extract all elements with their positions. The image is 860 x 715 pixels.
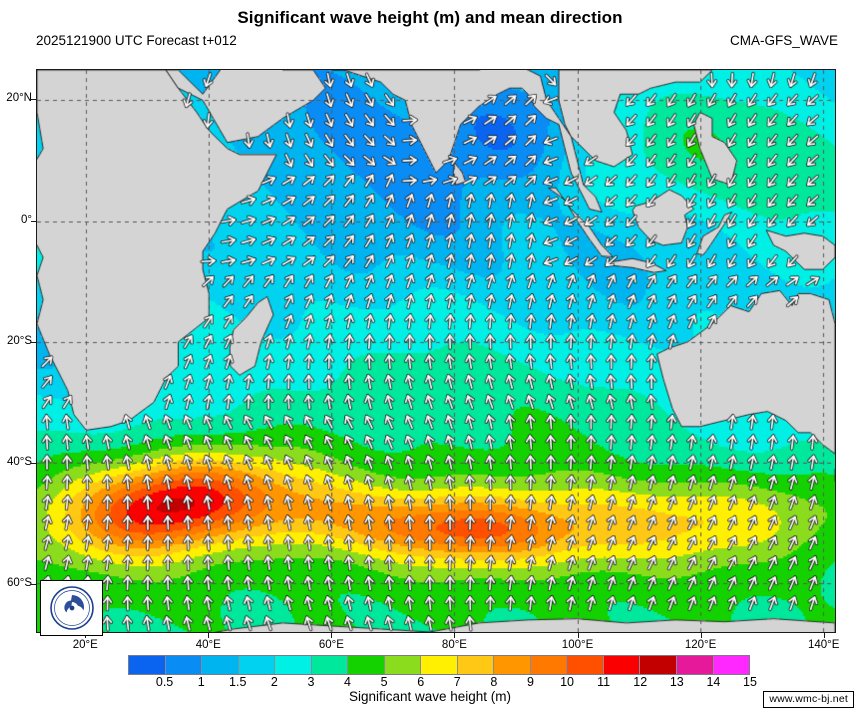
colorbar-tick: 5 — [380, 675, 388, 689]
colorbar-tick: 13 — [669, 675, 684, 689]
colorbar-swatch — [494, 656, 531, 674]
colorbar-tick: 6 — [417, 675, 425, 689]
colorbar — [128, 655, 750, 675]
colorbar-tick: 4 — [344, 675, 351, 689]
lon-tick-label: 80°E — [441, 639, 467, 651]
lon-tick-label: 100°E — [561, 639, 594, 651]
colorbar-tick: 14 — [706, 675, 721, 689]
colorbar-swatch — [238, 656, 276, 674]
lon-tick-label: 60°E — [318, 639, 344, 651]
colorbar-swatch — [640, 656, 677, 674]
lat-tick-label: 20°N — [6, 92, 32, 105]
colorbar-tick: 0.5 — [155, 675, 174, 689]
colorbar-swatch — [530, 656, 568, 674]
lat-tick-mark — [31, 463, 36, 465]
lon-tick-label: 140°E — [807, 639, 840, 651]
colorbar-swatch — [713, 656, 750, 674]
lon-tick-label: 40°E — [195, 639, 221, 651]
page-title: Significant wave height (m) and mean dir… — [237, 8, 623, 27]
lon-tick-label: 20°E — [72, 639, 98, 651]
colorbar-tick: 1 — [197, 675, 205, 689]
colorbar-swatch — [129, 656, 166, 674]
wave-height-map — [36, 69, 836, 633]
colorbar-swatch — [311, 656, 349, 674]
lon-tick-mark — [454, 633, 456, 638]
colorbar-swatch — [603, 656, 641, 674]
colorbar-tick: 10 — [560, 675, 574, 689]
lat-tick-label: 60°S — [6, 577, 32, 590]
lat-tick-mark — [31, 99, 36, 101]
lon-tick-mark — [823, 633, 825, 638]
colorbar-swatch — [457, 656, 495, 674]
lon-tick-mark — [577, 633, 579, 638]
lat-tick-mark — [31, 584, 36, 586]
colorbar-tick: 1.5 — [229, 675, 247, 689]
colorbar-tick: 12 — [633, 675, 648, 689]
colorbar-tick: 11 — [597, 675, 611, 689]
colorbar-swatch — [165, 656, 203, 674]
lat-tick-label: 0° — [21, 213, 32, 226]
colorbar-swatch — [348, 656, 385, 674]
lat-tick-mark — [31, 341, 36, 343]
colorbar-tick: 15 — [743, 675, 757, 689]
colorbar-tick: 2 — [270, 675, 278, 689]
map-raster — [37, 70, 835, 632]
colorbar-swatch — [676, 656, 714, 674]
colorbar-tick: 9 — [526, 675, 534, 689]
forecast-timestamp: 2025121900 UTC Forecast t+012 — [36, 33, 237, 48]
lon-tick-mark — [331, 633, 333, 638]
lon-tick-mark — [700, 633, 702, 638]
colorbar-tick: 3 — [307, 675, 315, 689]
colorbar-tick: 8 — [490, 675, 498, 689]
cma-logo-icon — [49, 586, 94, 630]
lat-tick-label: 20°S — [6, 334, 32, 347]
colorbar-tick-labels: 0.5 1 1.5 2 3 4 5 6 7 8 9 10 11 12 13 14 15 — [128, 675, 757, 691]
colorbar-tick: 7 — [453, 675, 461, 689]
colorbar-swatch — [202, 656, 239, 674]
colorbar-swatch — [384, 656, 422, 674]
colorbar-caption: Significant wave height (m) — [348, 689, 512, 704]
colorbar-swatch — [567, 656, 604, 674]
lat-tick-mark — [31, 220, 36, 222]
lon-tick-mark — [208, 633, 210, 638]
lon-tick-label: 120°E — [684, 639, 717, 651]
lat-tick-label: 40°S — [6, 456, 32, 469]
cma-logo — [40, 580, 103, 636]
model-label: CMA-GFS_WAVE — [729, 33, 838, 48]
site-watermark: www.wmc-bj.net — [763, 691, 854, 708]
colorbar-swatch — [421, 656, 458, 674]
colorbar-swatch — [275, 656, 312, 674]
